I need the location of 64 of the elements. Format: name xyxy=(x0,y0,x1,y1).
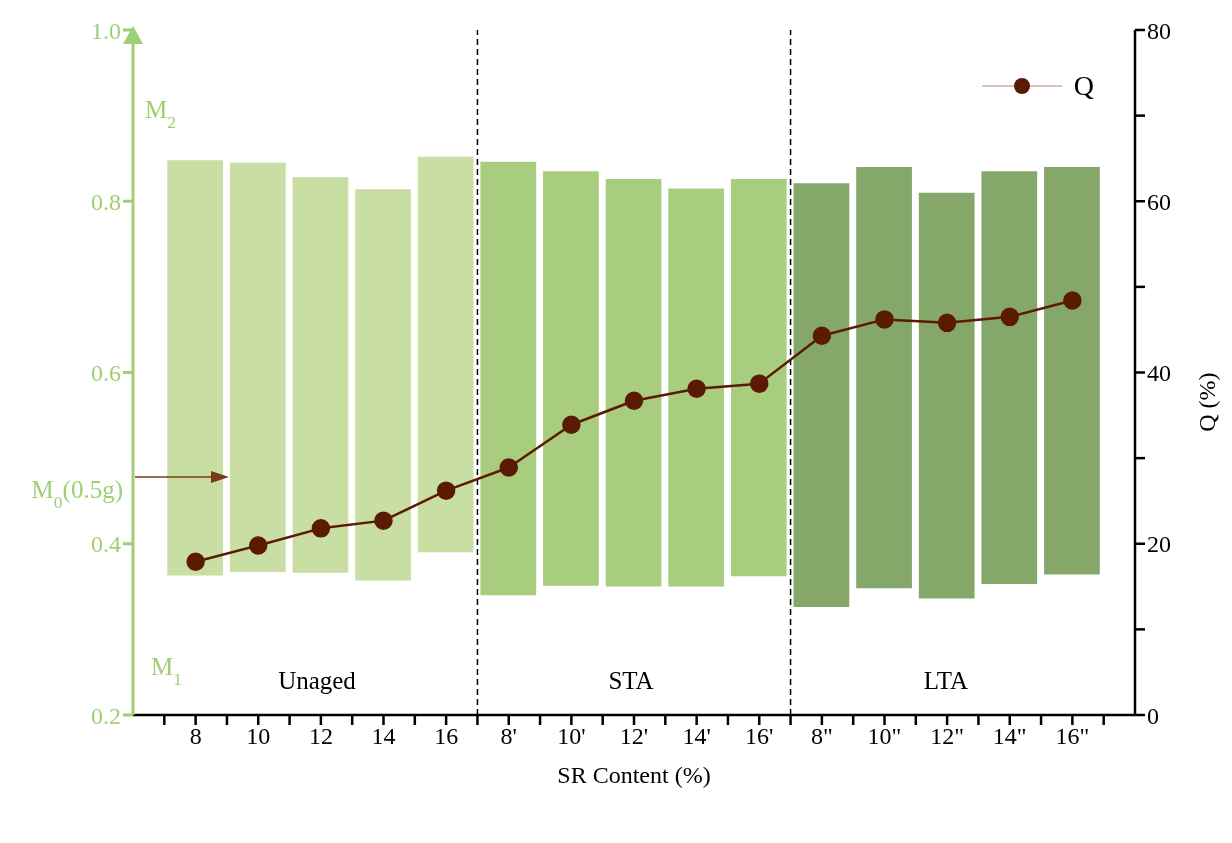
y-tick-label: 0.8 xyxy=(91,188,121,215)
point xyxy=(311,519,331,538)
bar xyxy=(292,177,349,573)
point xyxy=(562,415,581,434)
y-tick-label: 0.2 xyxy=(91,702,121,729)
y2-tick-label: 20 xyxy=(1147,531,1171,558)
bar xyxy=(730,178,787,577)
y2-axis-title: Q (%) xyxy=(1193,372,1220,432)
y2-tick-label: 0 xyxy=(1147,702,1159,729)
bar xyxy=(229,162,286,573)
x-tick-label: 14' xyxy=(682,723,711,750)
x-tick-label: 10' xyxy=(557,723,586,750)
bar xyxy=(480,161,537,596)
annotation: M$_{1}$ xyxy=(151,653,182,689)
x-tick-label: 16 xyxy=(434,723,459,750)
bar xyxy=(355,189,411,581)
point xyxy=(875,310,894,329)
x-tick-label: 12' xyxy=(619,723,649,750)
y2-tick-label: 80 xyxy=(1147,17,1171,44)
bar xyxy=(1044,167,1100,575)
bar xyxy=(605,178,662,587)
x-tick-label: 10 xyxy=(246,723,271,750)
text: M$_{0}$(0.5g) xyxy=(31,476,123,512)
y2-tick-label: 40 xyxy=(1147,360,1171,387)
y-tick-label: 1.0 xyxy=(91,17,121,44)
point xyxy=(687,379,706,399)
bar xyxy=(543,171,599,586)
x-tick-label: 8' xyxy=(500,723,517,750)
point xyxy=(624,391,644,411)
legend-label: Q xyxy=(1073,70,1094,102)
bar xyxy=(856,167,912,589)
x-tick-label: 16' xyxy=(745,723,774,750)
point xyxy=(436,481,456,500)
bar xyxy=(417,156,474,553)
x-tick-label: 12" xyxy=(930,723,965,750)
annotation: STA xyxy=(608,667,654,694)
point xyxy=(186,552,205,571)
x-tick-label: 14" xyxy=(992,723,1027,750)
point xyxy=(812,326,832,345)
bar xyxy=(167,160,224,576)
bar xyxy=(918,192,975,599)
annotation: Unaged xyxy=(278,667,357,694)
point xyxy=(1000,307,1019,327)
bar xyxy=(668,188,725,587)
y2-tick-label: 60 xyxy=(1147,188,1171,215)
point xyxy=(750,374,769,393)
point xyxy=(937,313,957,333)
x-tick-label: 14 xyxy=(371,723,396,750)
point xyxy=(499,458,518,477)
x-tick-label: 8 xyxy=(189,723,202,750)
point xyxy=(1063,291,1082,310)
point xyxy=(374,511,393,530)
point xyxy=(249,536,268,555)
bar xyxy=(793,183,850,608)
x-axis-title: SR Content (%) xyxy=(557,762,711,788)
bar xyxy=(981,171,1038,584)
annotation: LTA xyxy=(923,667,969,694)
x-tick-label: 8" xyxy=(810,723,833,750)
x-tick-label: 12 xyxy=(308,723,333,750)
x-tick-label: 10" xyxy=(867,723,902,750)
x-tick-label: 16" xyxy=(1055,723,1090,750)
y-tick-label: 0.6 xyxy=(91,360,121,387)
y-tick-label: 0.4 xyxy=(91,531,121,558)
annotation: M$_{2}$ xyxy=(145,96,176,132)
